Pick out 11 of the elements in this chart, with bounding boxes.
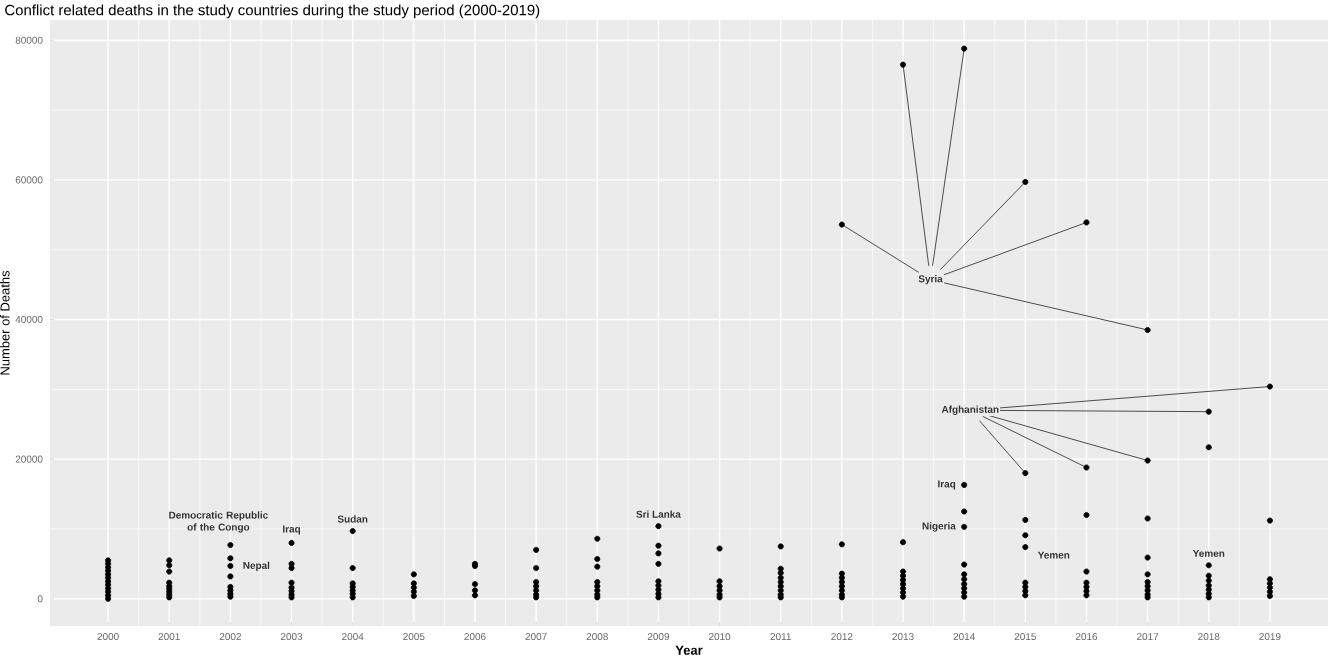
point [900, 61, 907, 68]
point [1144, 326, 1151, 333]
point [1205, 408, 1212, 415]
point [1022, 470, 1029, 477]
point [1083, 219, 1090, 226]
point [961, 45, 968, 52]
point [1144, 457, 1151, 464]
point [838, 221, 845, 228]
point [1083, 464, 1090, 471]
point [1022, 178, 1029, 185]
point [1266, 383, 1273, 390]
